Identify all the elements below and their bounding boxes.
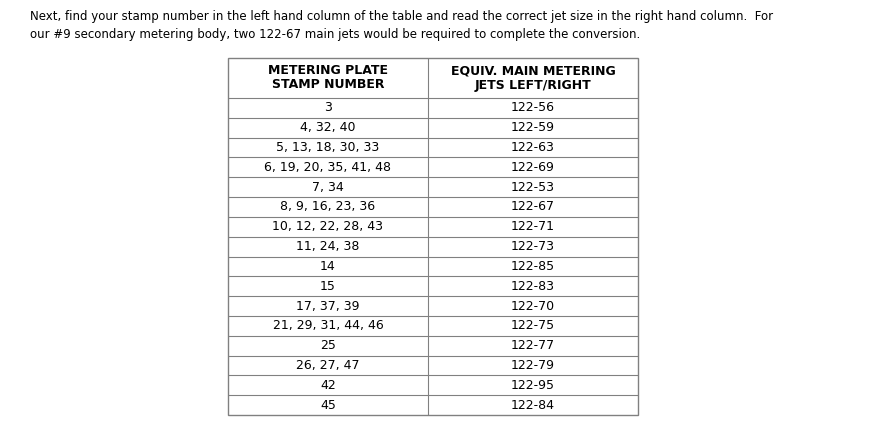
Text: 122-53: 122-53 [511, 181, 555, 194]
Text: our #9 secondary metering body, two 122-67 main jets would be required to comple: our #9 secondary metering body, two 122-… [30, 28, 640, 41]
Text: 42: 42 [320, 379, 336, 392]
Text: 3: 3 [324, 101, 332, 115]
Text: JETS LEFT/RIGHT: JETS LEFT/RIGHT [474, 78, 591, 91]
Text: 122-59: 122-59 [511, 121, 555, 134]
Text: 122-75: 122-75 [511, 320, 555, 332]
Text: EQUIV. MAIN METERING: EQUIV. MAIN METERING [450, 64, 615, 77]
Text: 122-67: 122-67 [511, 200, 555, 213]
Text: 122-63: 122-63 [511, 141, 555, 154]
Text: METERING PLATE: METERING PLATE [268, 64, 388, 77]
Text: 8, 9, 16, 23, 36: 8, 9, 16, 23, 36 [281, 200, 375, 213]
Text: 14: 14 [320, 260, 336, 273]
Text: 122-84: 122-84 [511, 399, 555, 412]
Text: 122-56: 122-56 [511, 101, 555, 115]
Text: 122-85: 122-85 [511, 260, 555, 273]
Text: 6, 19, 20, 35, 41, 48: 6, 19, 20, 35, 41, 48 [265, 161, 391, 174]
Text: 122-73: 122-73 [511, 240, 555, 253]
Text: 5, 13, 18, 30, 33: 5, 13, 18, 30, 33 [276, 141, 380, 154]
Text: 122-69: 122-69 [511, 161, 555, 174]
Text: 15: 15 [320, 280, 336, 293]
Text: 7, 34: 7, 34 [312, 181, 344, 194]
Text: 122-95: 122-95 [511, 379, 555, 392]
Text: 122-83: 122-83 [511, 280, 555, 293]
Text: 122-77: 122-77 [511, 339, 555, 352]
Text: 122-71: 122-71 [511, 220, 555, 233]
Text: 25: 25 [320, 339, 336, 352]
Text: Next, find your stamp number in the left hand column of the table and read the c: Next, find your stamp number in the left… [30, 10, 773, 23]
Text: 11, 24, 38: 11, 24, 38 [296, 240, 359, 253]
Text: 122-79: 122-79 [511, 359, 555, 372]
Text: 17, 37, 39: 17, 37, 39 [296, 299, 359, 312]
Text: 21, 29, 31, 44, 46: 21, 29, 31, 44, 46 [273, 320, 383, 332]
Text: 122-70: 122-70 [511, 299, 555, 312]
Text: 26, 27, 47: 26, 27, 47 [296, 359, 359, 372]
Text: 45: 45 [320, 399, 336, 412]
Bar [228, 58, 638, 415]
Text: 10, 12, 22, 28, 43: 10, 12, 22, 28, 43 [273, 220, 383, 233]
Text: 4, 32, 40: 4, 32, 40 [300, 121, 356, 134]
Text: STAMP NUMBER: STAMP NUMBER [272, 78, 384, 91]
